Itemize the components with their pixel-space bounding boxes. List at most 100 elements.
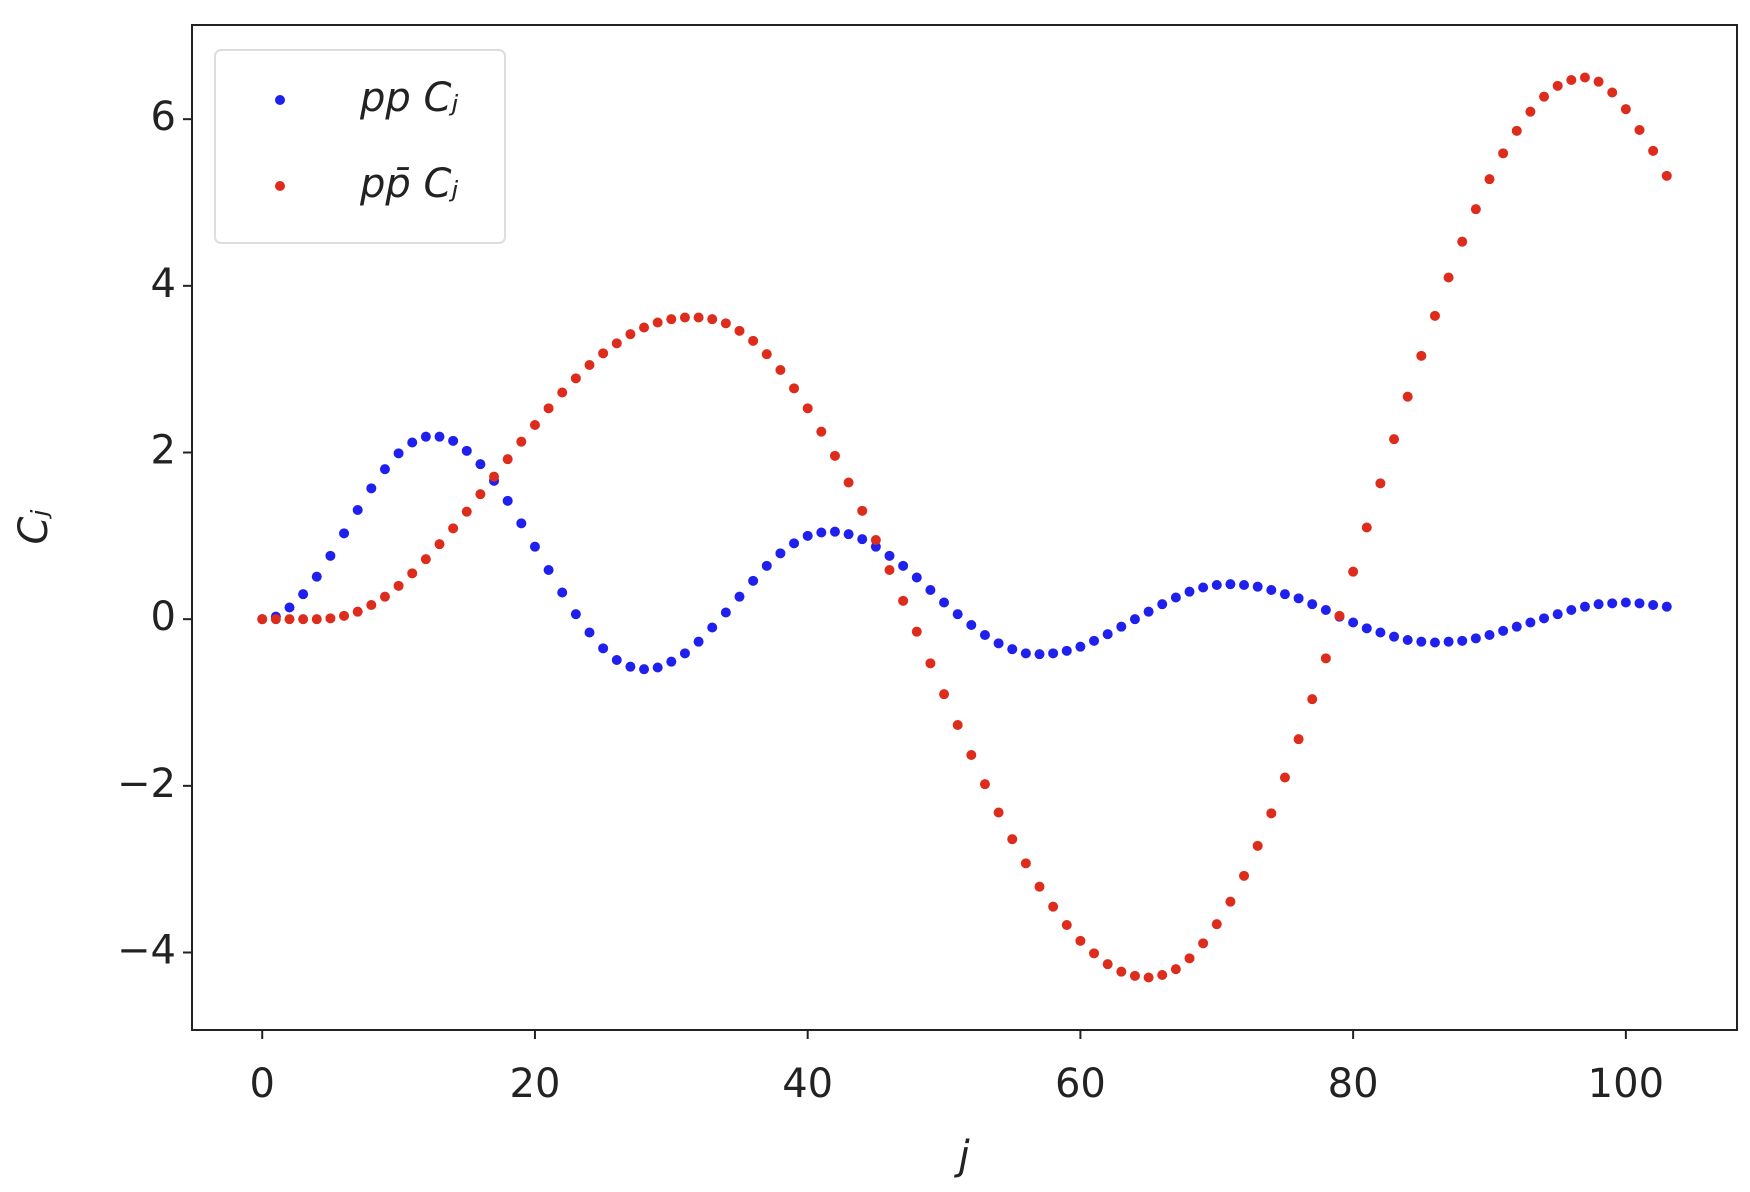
data-point — [448, 523, 459, 534]
data-point — [1102, 959, 1113, 970]
data-point — [1143, 972, 1154, 983]
data-point — [366, 600, 377, 610]
data-point — [761, 560, 772, 571]
data-point — [925, 658, 936, 669]
data-point — [1429, 310, 1440, 321]
data-point — [393, 580, 404, 591]
y-tick-label: 4 — [151, 261, 176, 307]
data-point — [1048, 901, 1059, 912]
data-point — [720, 318, 731, 329]
data-point — [298, 589, 309, 600]
data-point — [898, 560, 909, 571]
data-point — [666, 314, 677, 325]
plot-frame — [191, 24, 1738, 1031]
data-point — [339, 610, 350, 621]
data-point — [570, 373, 581, 384]
data-point — [802, 530, 813, 541]
data-point — [1279, 589, 1290, 600]
data-point — [1593, 599, 1604, 610]
data-point — [434, 431, 445, 442]
data-point — [1048, 648, 1059, 659]
data-point — [352, 505, 363, 515]
data-point — [557, 387, 568, 398]
data-point — [966, 750, 977, 760]
data-point — [1129, 614, 1140, 625]
data-point — [734, 325, 745, 336]
data-point — [1334, 610, 1345, 621]
data-point — [993, 807, 1004, 818]
data-point — [1389, 631, 1400, 642]
data-point — [1034, 881, 1045, 892]
data-point — [489, 471, 500, 482]
data-point — [570, 609, 581, 620]
data-point — [898, 595, 909, 606]
data-point — [1279, 772, 1290, 783]
data-point — [1211, 580, 1222, 590]
data-point — [584, 360, 595, 370]
data-point — [1525, 617, 1536, 628]
data-point — [775, 548, 786, 559]
data-point — [1252, 581, 1263, 592]
data-point — [352, 606, 363, 617]
data-point — [1484, 630, 1495, 640]
data-point — [325, 550, 336, 561]
data-point — [884, 565, 895, 575]
data-point — [1020, 858, 1031, 869]
data-point — [1061, 920, 1072, 930]
data-point — [925, 585, 936, 595]
data-point — [802, 403, 813, 414]
data-point — [1348, 566, 1359, 577]
data-point — [1443, 272, 1454, 283]
data-point — [625, 329, 636, 340]
data-point — [1402, 391, 1413, 402]
x-tick-label: 100 — [1588, 1061, 1664, 1107]
data-point — [502, 495, 513, 506]
y-tick-label: 2 — [151, 428, 176, 474]
data-point — [1552, 80, 1563, 91]
data-point — [1307, 694, 1318, 705]
data-point — [516, 436, 527, 447]
data-point — [1320, 653, 1331, 664]
data-point — [1648, 145, 1659, 156]
data-point — [843, 529, 854, 540]
data-point — [461, 445, 472, 456]
data-point — [1539, 613, 1550, 624]
data-point — [1620, 104, 1631, 115]
data-point — [1007, 644, 1018, 655]
data-point — [679, 648, 690, 659]
y-tick-label: −2 — [117, 761, 176, 807]
data-point — [979, 630, 990, 640]
data-point — [393, 448, 404, 459]
data-point — [1470, 633, 1481, 644]
data-point — [693, 312, 704, 323]
data-point — [1416, 350, 1427, 361]
data-point — [1593, 76, 1604, 87]
data-point — [311, 614, 322, 625]
data-point — [379, 591, 390, 602]
data-point — [734, 591, 745, 602]
data-point — [1020, 648, 1031, 659]
data-point — [1061, 645, 1072, 656]
data-point — [1239, 580, 1250, 590]
data-point — [1293, 593, 1304, 604]
data-point — [598, 643, 609, 654]
data-point — [543, 403, 554, 414]
data-point — [1470, 204, 1481, 215]
data-point — [966, 620, 977, 630]
data-point — [816, 426, 827, 437]
data-point — [1225, 579, 1236, 590]
data-point — [870, 535, 881, 545]
data-point — [952, 720, 963, 730]
data-point — [679, 312, 690, 323]
legend-label: pp Cⱼ — [359, 75, 458, 121]
x-tick-label: 60 — [1055, 1061, 1106, 1107]
data-point — [993, 638, 1004, 649]
data-point — [1252, 840, 1263, 851]
data-point — [1457, 236, 1468, 247]
data-point — [1511, 621, 1522, 632]
data-point — [584, 627, 595, 638]
data-point — [1157, 970, 1168, 980]
data-point — [1198, 938, 1209, 949]
data-point — [707, 622, 718, 633]
